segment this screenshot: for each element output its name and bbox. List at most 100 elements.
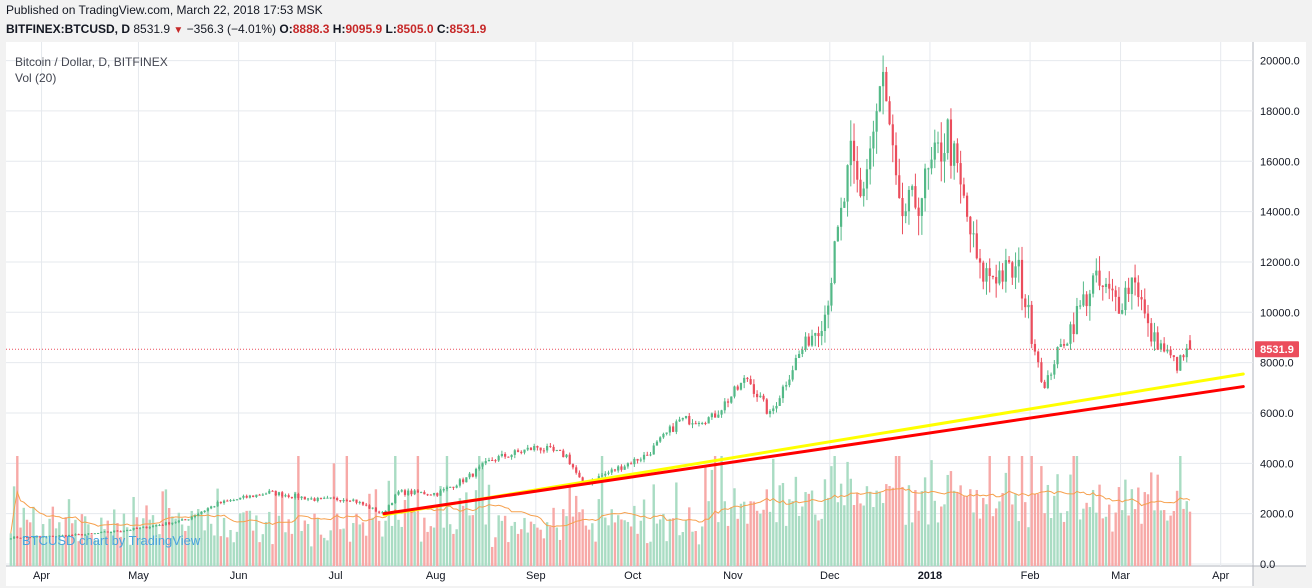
volume-bar (487, 484, 491, 566)
candle-body (604, 473, 607, 476)
candle-body (390, 503, 394, 506)
candle-body (575, 467, 578, 473)
volume-bar (416, 456, 420, 566)
volume-bar (113, 509, 116, 566)
candle-body (339, 500, 342, 502)
candle-body (342, 499, 345, 502)
volume-bar (678, 535, 681, 566)
volume-bar (639, 520, 643, 566)
volume-bar (978, 518, 982, 566)
volume-bar (478, 456, 481, 566)
candle-body (384, 510, 387, 513)
volume-bar (607, 525, 610, 566)
volume-bar (468, 515, 471, 566)
x-tick-label: Apr (1212, 570, 1229, 582)
volume-bar (1130, 489, 1134, 566)
volume-bar (620, 519, 623, 566)
volume-bar (675, 482, 678, 566)
candle-body (801, 349, 804, 354)
volume-bar (67, 499, 71, 566)
candle-body (222, 500, 226, 504)
candle-body (345, 499, 348, 501)
trendlines[interactable] (382, 372, 1245, 517)
time-axis[interactable] (6, 566, 1253, 586)
candle-body (562, 450, 565, 458)
candle-body (852, 140, 856, 161)
volume-bar (481, 461, 484, 566)
volume-bar (452, 533, 455, 566)
volume-bar (300, 531, 303, 566)
volume-bar (969, 489, 972, 566)
plot-area[interactable] (6, 42, 1253, 566)
volume-bar (261, 534, 265, 566)
low-value: 8505.0 (396, 22, 434, 36)
candle-body (452, 486, 455, 488)
candle-body (730, 396, 733, 403)
volume-bar (581, 509, 584, 566)
volume-bar (442, 527, 445, 566)
volume-bar (313, 513, 316, 566)
candle-body (736, 386, 739, 390)
candle-body (1140, 297, 1143, 300)
volume-bar (1020, 456, 1024, 566)
volume-bar (268, 511, 271, 566)
volume-bar (749, 501, 752, 566)
candle-body (962, 184, 965, 196)
y-tick-label: 6000.0 (1260, 408, 1294, 420)
candle-body (219, 501, 222, 504)
candle-body (180, 519, 184, 521)
volume-bar (12, 486, 16, 566)
volume-bar (988, 456, 991, 566)
candle-body (1014, 266, 1017, 278)
volume-bar (784, 525, 788, 566)
change-value: −356.3 (−4.01%) (186, 22, 277, 36)
volume-bar (820, 518, 823, 566)
candle-body (74, 534, 77, 536)
volume-bar (807, 493, 810, 566)
volume-bar (384, 520, 387, 566)
volume-bar (604, 517, 607, 566)
volume-bar (41, 524, 45, 566)
volume-bar (80, 514, 84, 566)
volume-bar (122, 513, 126, 566)
volume-bar (129, 544, 132, 566)
volume-bar (985, 504, 988, 566)
volume-bar (277, 515, 281, 566)
volume-bar (949, 471, 953, 566)
volume-bar (1143, 492, 1146, 566)
volume-bar (106, 520, 109, 566)
candle-body (710, 413, 713, 418)
volume-title: Vol (20) (15, 71, 56, 85)
candle-body (232, 499, 235, 501)
candle-body (662, 433, 665, 438)
volume-bar (445, 456, 449, 566)
candle-body (1069, 324, 1072, 344)
volume-bar (742, 501, 746, 566)
candle-body (423, 492, 426, 495)
candle-body (216, 501, 219, 507)
volume-bar (158, 534, 161, 566)
candle-body (1185, 348, 1188, 358)
candle-body (578, 472, 581, 478)
candle-body (749, 379, 752, 385)
candle-body (465, 477, 468, 483)
volume-bar (691, 531, 694, 566)
volume-bar (213, 535, 216, 566)
candle-body (287, 495, 290, 497)
candle-body (16, 536, 19, 538)
volume-bar (852, 504, 856, 566)
price-axis[interactable] (1253, 42, 1306, 566)
volume-bar (1124, 479, 1127, 566)
candle-body (901, 197, 904, 217)
volume-bar (762, 509, 765, 566)
candle-body (920, 198, 923, 216)
y-tick-label: 2000.0 (1260, 509, 1294, 521)
candle-body (623, 466, 626, 470)
price-chart[interactable]: 20000.0 18000.0 16000.0 14000.0 12000.0 10000… (0, 42, 1312, 588)
candle-body (48, 535, 51, 537)
candle-body (1133, 277, 1137, 283)
volume-bar (264, 521, 268, 566)
candle-body (374, 507, 378, 512)
candle-body (1175, 357, 1179, 371)
volume-bar (48, 518, 51, 566)
